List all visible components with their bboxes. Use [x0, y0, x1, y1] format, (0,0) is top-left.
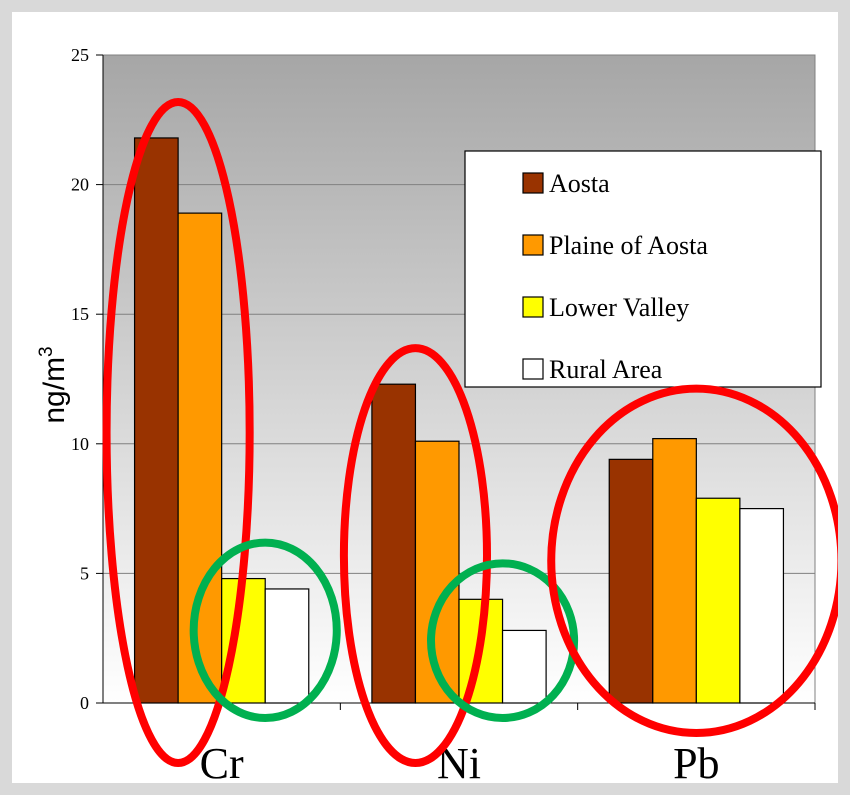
legend-swatch — [522, 296, 544, 318]
y-tick-label: 0 — [80, 693, 89, 713]
y-tick-label: 20 — [71, 175, 89, 195]
annotation-ellipse — [102, 97, 254, 767]
legend-swatch — [522, 234, 544, 256]
bar-pb-2 — [695, 497, 741, 704]
legend-box — [464, 150, 822, 388]
legend: Aosta Plaine of Aosta Lower Valley Rural Ar… — [464, 150, 822, 388]
annotation-ellipses — [102, 97, 838, 767]
bar-cr-0 — [133, 137, 179, 704]
bar-pb-0 — [608, 458, 654, 704]
bar-ni-3 — [501, 629, 547, 704]
legend-label: Lower Valley — [549, 293, 689, 322]
legend-label: Plaine of Aosta — [549, 231, 708, 260]
legend-label: Rural Area — [549, 355, 663, 384]
annotation-ellipse — [339, 344, 492, 767]
y-tick-label: 5 — [80, 563, 89, 583]
annotation-ellipse — [547, 384, 838, 737]
y-tick-label: 15 — [71, 304, 89, 324]
x-category-label: Cr — [200, 739, 244, 783]
x-category-label: Pb — [673, 739, 719, 783]
bar-ni-0 — [371, 383, 417, 704]
y-tick-label: 10 — [71, 434, 89, 454]
y-axis-label-base: ng/m — [38, 357, 71, 424]
bar-cr-3 — [264, 588, 310, 704]
bar-pb-3 — [739, 508, 785, 704]
y-axis-label: ng/m3 — [36, 346, 71, 423]
chart-frame: 0 5 10 15 20 25 Cr Ni Pb ng/m3 Aosta Plaine of A… — [12, 12, 838, 783]
annotation-ellipse — [189, 538, 341, 722]
legend-swatch — [522, 172, 544, 194]
bars — [133, 137, 785, 704]
y-axis-label-sup: 3 — [36, 346, 57, 357]
annotation-ellipse — [427, 559, 579, 722]
bar-ni-1 — [414, 440, 460, 704]
y-axis: 0 5 10 15 20 25 — [71, 45, 104, 713]
y-tick-label: 25 — [71, 45, 89, 65]
bar-cr-1 — [177, 212, 223, 704]
legend-swatch — [522, 358, 544, 380]
bar-pb-1 — [652, 438, 697, 704]
legend-label: Aosta — [549, 169, 610, 198]
